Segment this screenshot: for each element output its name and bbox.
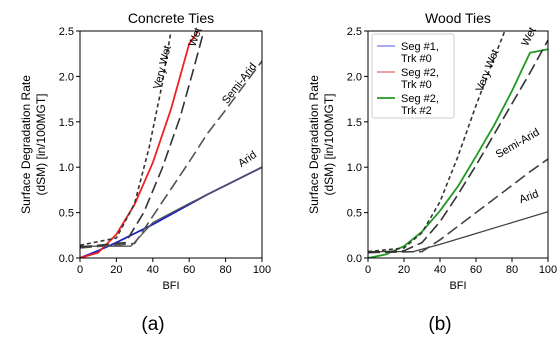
x-axis-label: BFI (449, 280, 466, 292)
y-axis-label: Surface Degradation Rate(dSM) [in/100MGT… (307, 75, 336, 214)
y-tick-label: 0.0 (347, 253, 362, 265)
x-tick-label: 20 (398, 264, 410, 276)
line-annotation: Very Wet (474, 48, 502, 94)
line-annotation: Arid (518, 188, 540, 206)
x-tick-label: 100 (253, 264, 271, 276)
series-line-3 (80, 166, 262, 247)
x-axis-label: BFI (162, 280, 179, 292)
line-annotation: Very Wet (151, 44, 173, 90)
y-axis-label-line: (dSM) [in/100MGT] (34, 93, 48, 195)
x-tick-label: 80 (219, 264, 231, 276)
legend-entry-line: Trk #0 (401, 53, 432, 65)
y-tick-label: 1.5 (59, 117, 74, 129)
x-tick-label: 0 (77, 264, 83, 276)
y-tick-label: 0.5 (347, 208, 362, 220)
y-axis-label-line: (dSM) [in/100MGT] (322, 93, 336, 195)
chart-panel-1: 0 20 40 60 80 100 0.0 0.5 1.0 1.5 2.0 2.5 Concrete T… (19, 10, 271, 335)
plot-frame (79, 30, 263, 259)
x-tick-label: 100 (539, 264, 557, 276)
legend-entry-line: Seg #1, (401, 41, 439, 53)
series-line-2 (80, 31, 200, 258)
x-tick-label: 40 (147, 264, 159, 276)
y-tick-label: 2.5 (59, 26, 74, 38)
panel-label: (b) (428, 314, 451, 335)
x-tick-label: 60 (470, 264, 482, 276)
y-tick-label: 1.0 (59, 162, 74, 174)
x-tick-label: 40 (434, 264, 446, 276)
legend-entry-line: Trk #2 (401, 105, 432, 117)
line-annotation: Wet (519, 26, 538, 49)
series-group (80, 31, 262, 258)
legend-entry: Seg #2, Trk #2 (401, 93, 439, 117)
series-line-5 (80, 31, 205, 248)
legend-entry: Seg #1, Trk #0 (401, 41, 439, 65)
series-line-5 (368, 31, 506, 253)
y-axis-label: Surface Degradation Rate(dSM) [in/100MGT… (19, 75, 48, 214)
legend-box (371, 33, 455, 119)
y-tick-label: 0.5 (59, 208, 74, 220)
line-annotation: Semi-Arid (220, 61, 259, 106)
series-line-4 (368, 39, 548, 254)
x-tick-label: 20 (110, 264, 122, 276)
legend-entry: Seg #2, Trk #0 (401, 67, 439, 91)
y-tick-label: 1.0 (347, 162, 362, 174)
series-group (368, 31, 548, 258)
x-tick-label: 80 (506, 264, 518, 276)
y-tick-label: 0.0 (59, 253, 74, 265)
legend-entry-line: Trk #0 (401, 79, 432, 91)
line-annotation: Semi-Arid (494, 126, 542, 161)
legend-entry-line: Seg #2, (401, 93, 439, 105)
panel-label: (a) (141, 314, 164, 335)
y-tick-label: 2.0 (59, 71, 74, 83)
y-tick-label: 1.5 (347, 117, 362, 129)
plot-frame (367, 30, 549, 259)
x-tick-label: 60 (183, 264, 195, 276)
chart-panel-2: 0 20 40 60 80 100 0.0 0.5 1.0 1.5 2.0 2.5 Wood Ties B… (307, 10, 557, 335)
y-axis-label-line: Surface Degradation Rate (19, 75, 33, 214)
line-annotation: Arid (236, 149, 259, 170)
series-line-4 (80, 60, 262, 249)
y-tick-label: 2.5 (347, 26, 362, 38)
y-axis-label-line: Surface Degradation Rate (307, 75, 321, 214)
y-tick-label: 2.0 (347, 71, 362, 83)
x-tick-label: 0 (365, 264, 371, 276)
chart-title: Wood Ties (425, 10, 491, 26)
series-line-6 (80, 31, 172, 247)
line-annotation: Wet (187, 26, 205, 48)
chart-title: Concrete Ties (128, 10, 214, 26)
series-line-2 (368, 211, 548, 253)
legend-entry-line: Seg #2, (401, 67, 439, 79)
series-line-3 (368, 158, 548, 254)
